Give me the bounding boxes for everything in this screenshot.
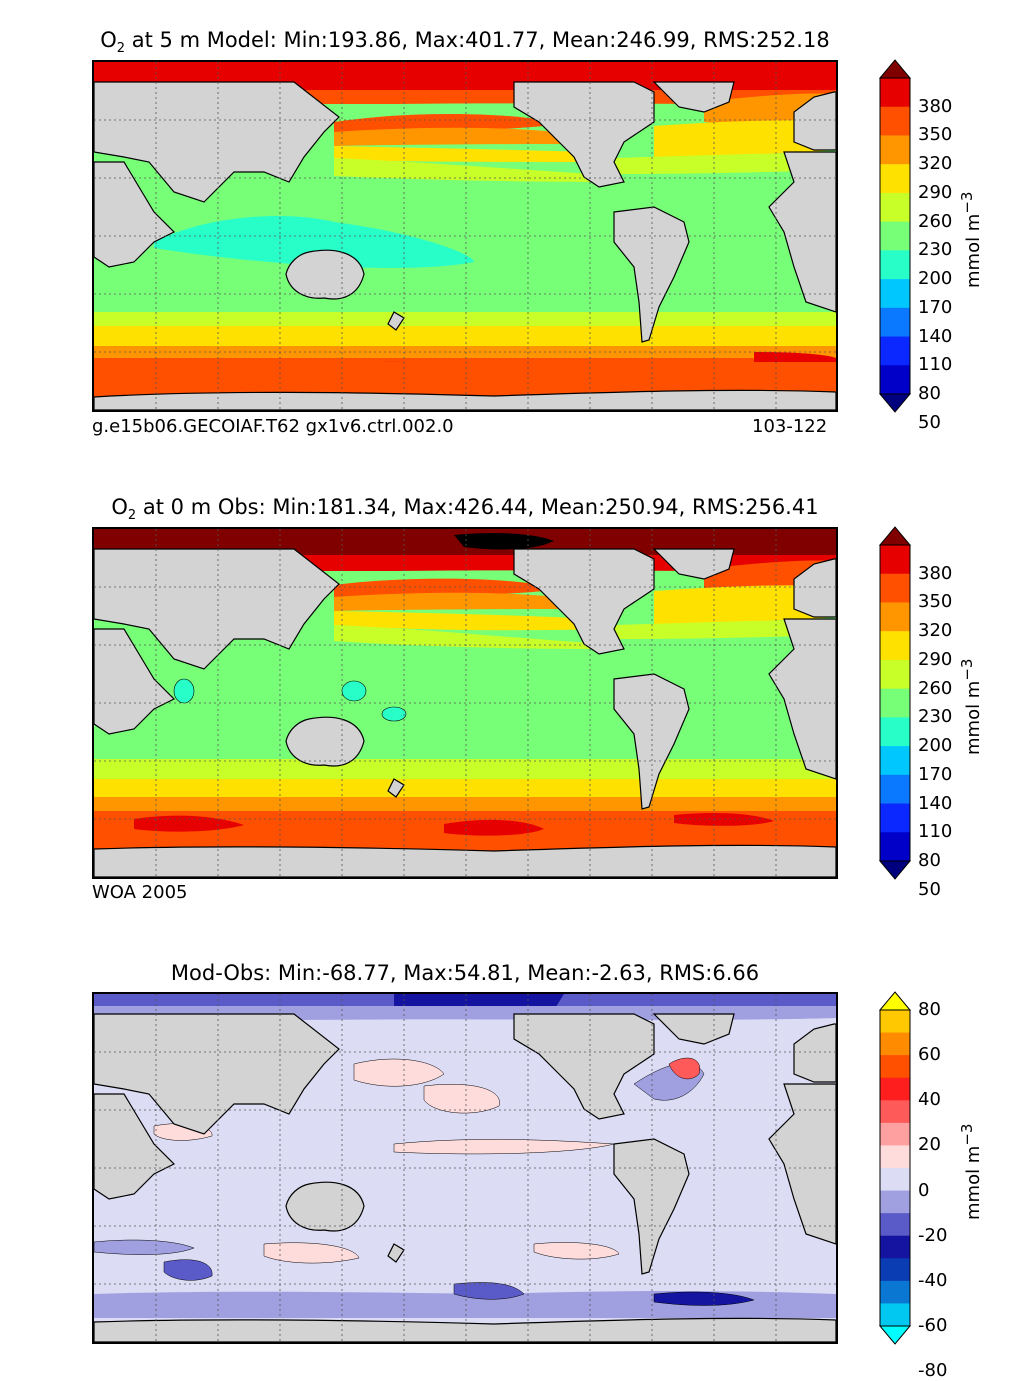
- colorbar-segment: [880, 659, 910, 690]
- colorbar-segment: [880, 221, 910, 251]
- colorbar-segment: [880, 365, 910, 395]
- colorbar-tick-label: 260: [918, 210, 953, 232]
- obs-map-svg: [94, 529, 836, 877]
- colorbar-frame: [879, 544, 911, 862]
- colorbar-tick-label: 110: [918, 354, 953, 376]
- obs-colorbar-svg: [878, 526, 912, 880]
- colorbar-tick-label: 320: [918, 620, 953, 642]
- colorbar-segment: [880, 688, 910, 718]
- colorbar-tick-label: 290: [918, 648, 953, 670]
- colorbar-frame: [879, 1009, 911, 1327]
- colorbar-segment: [880, 774, 910, 805]
- colorbar-segment: [880, 1168, 910, 1192]
- colorbar-segment: [880, 1100, 910, 1124]
- colorbar-tick-label: -60: [918, 1315, 948, 1336]
- colorbar-tick-label: 170: [918, 296, 953, 318]
- colorbar-segment: [880, 1145, 910, 1169]
- colorbar-min-extend: [878, 393, 912, 413]
- diff-map-svg: [94, 994, 836, 1342]
- colorbar-segment: [880, 602, 910, 632]
- diff-o2-map: [92, 992, 838, 1344]
- colorbar-tick-label: 140: [918, 792, 953, 814]
- colorbar-segment: [880, 832, 910, 862]
- colorbar-tick-label: 0: [918, 1179, 930, 1201]
- diff-colorbar: [878, 991, 912, 1345]
- colorbar-tick-label: 230: [918, 239, 953, 261]
- colorbar-segment: [880, 1122, 910, 1146]
- colorbar-segment: [880, 1190, 910, 1214]
- diff-colorbar-units: mmol m−3: [958, 1123, 984, 1220]
- colorbar-tick-label: -80: [918, 1360, 948, 1381]
- colorbar-min-extend: [878, 860, 912, 880]
- colorbar-segment: [880, 279, 910, 309]
- colorbar-tick-label: 80: [918, 850, 941, 871]
- colorbar-tick-label: 260: [918, 677, 953, 699]
- colorbar-frame: [879, 77, 911, 395]
- colorbar-tick-label: 380: [918, 562, 953, 584]
- colorbar-segment: [880, 717, 910, 747]
- colorbar-segment: [880, 1303, 910, 1327]
- colorbar-tick-label: -20: [918, 1224, 948, 1246]
- colorbar-segment: [880, 307, 910, 338]
- colorbar-tick-label: 50: [918, 878, 941, 900]
- colorbar-tick-label: 110: [918, 821, 953, 843]
- model-run-caption: g.e15b06.GECOIAF.T62 gx1v6.ctrl.002.0: [92, 416, 454, 437]
- colorbar-segment: [880, 78, 910, 108]
- colorbar-segment: [880, 1258, 910, 1282]
- colorbar-max-extend: [878, 991, 912, 1011]
- colorbar-segment: [880, 1077, 910, 1101]
- colorbar-segment: [880, 545, 910, 575]
- colorbar-tick-label: 40: [918, 1089, 941, 1111]
- colorbar-tick-label: 290: [918, 181, 953, 203]
- colorbar-tick-label: 230: [918, 706, 953, 728]
- colorbar-segment: [880, 336, 910, 366]
- colorbar-segment: [880, 164, 910, 194]
- model-o2-map: [92, 60, 838, 412]
- model-colorbar: [878, 59, 912, 413]
- obs-colorbar-units: mmol m−3: [958, 658, 984, 755]
- model-colorbar-svg: [878, 59, 912, 413]
- colorbar-segment: [880, 250, 910, 280]
- model-colorbar-units: mmol m−3: [958, 191, 984, 288]
- colorbar-segment: [880, 573, 910, 603]
- colorbar-segment: [880, 1010, 910, 1034]
- colorbar-segment: [880, 746, 910, 776]
- colorbar-tick-label: 320: [918, 153, 953, 175]
- colorbar-tick-label: 170: [918, 763, 953, 785]
- colorbar-tick-label: 20: [918, 1134, 941, 1156]
- colorbar-segment: [880, 135, 910, 165]
- obs-o2-map: [92, 527, 838, 879]
- diff-map-title: Mod-Obs: Min:-68.77, Max:54.81, Mean:-2.…: [170, 961, 760, 985]
- colorbar-segment: [880, 631, 910, 661]
- colorbar-tick-label: 380: [918, 95, 953, 117]
- colorbar-segment: [880, 1235, 910, 1259]
- colorbar-max-extend: [878, 59, 912, 79]
- diff-colorbar-svg: [878, 991, 912, 1345]
- colorbar-segment: [880, 106, 910, 136]
- colorbar-tick-label: 200: [918, 268, 953, 290]
- colorbar-segment: [880, 1055, 910, 1079]
- colorbar-segment: [880, 1213, 910, 1237]
- colorbar-tick-label: 140: [918, 325, 953, 347]
- model-map-title: O2 at 5 m Model: Min:193.86, Max:401.77,…: [100, 28, 830, 57]
- obs-colorbar: [878, 526, 912, 880]
- colorbar-tick-label: 350: [918, 124, 953, 146]
- model-years-caption: 103-122: [752, 416, 828, 437]
- colorbar-segment: [880, 803, 910, 833]
- model-map-svg: [94, 62, 836, 410]
- colorbar-tick-label: 80: [918, 999, 941, 1020]
- colorbar-tick-label: 50: [918, 411, 941, 433]
- colorbar-segment: [880, 1280, 910, 1304]
- obs-source-caption: WOA 2005: [92, 882, 188, 903]
- colorbar-tick-label: 80: [918, 383, 941, 404]
- colorbar-tick-label: 200: [918, 735, 953, 757]
- colorbar-segment: [880, 192, 910, 223]
- colorbar-min-extend: [878, 1325, 912, 1345]
- colorbar-tick-label: 350: [918, 591, 953, 613]
- colorbar-segment: [880, 1032, 910, 1056]
- colorbar-max-extend: [878, 526, 912, 546]
- obs-map-title: O2 at 0 m Obs: Min:181.34, Max:426.44, M…: [111, 495, 819, 524]
- colorbar-tick-label: 60: [918, 1044, 941, 1066]
- colorbar-tick-label: -40: [918, 1269, 948, 1291]
